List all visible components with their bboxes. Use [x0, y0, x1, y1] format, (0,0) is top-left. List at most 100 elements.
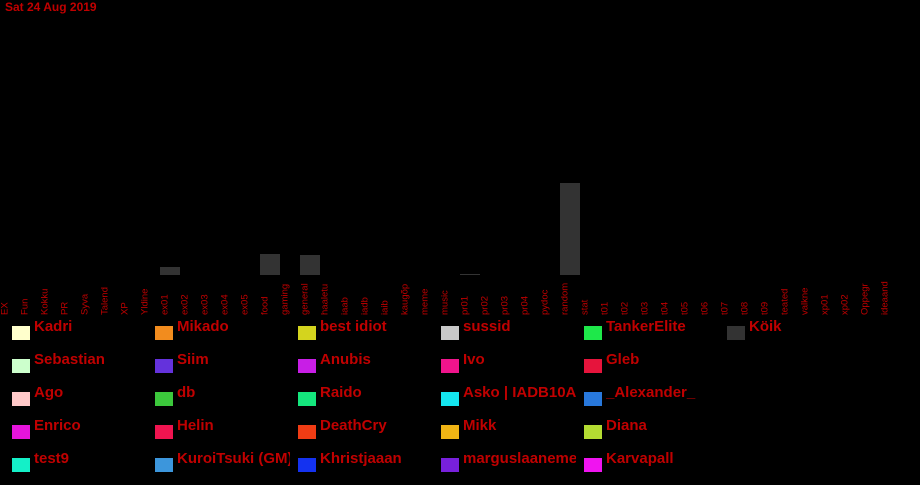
legend-label: db	[177, 384, 196, 401]
legend-label: Mikado	[177, 318, 229, 335]
bar-pr01	[460, 274, 480, 275]
legend-swatch	[155, 326, 173, 340]
legend-label: Anubis	[320, 351, 371, 368]
category-label-ex04: ex04	[220, 294, 231, 315]
bars-group	[160, 183, 580, 275]
legend-item: Helin	[155, 415, 294, 439]
legend-item: Mikado	[155, 316, 294, 340]
category-label-t07: t07	[720, 302, 731, 315]
legend-swatch	[298, 326, 316, 340]
legend-item: sussid	[441, 316, 580, 340]
legend-item: test9	[12, 448, 151, 472]
legend-label: Köik	[749, 318, 782, 335]
legend-swatch	[12, 458, 30, 472]
legend-swatch	[298, 359, 316, 373]
category-label-pr01: pr01	[460, 296, 471, 315]
legend-swatch	[12, 326, 30, 340]
category-label-pr04: pr04	[520, 296, 531, 315]
legend-swatch	[441, 359, 459, 373]
category-label-t05: t05	[680, 302, 691, 315]
legend-item: KuroiTsuki (GM)	[155, 448, 294, 472]
legend-item: Ivo	[441, 349, 580, 373]
legend-swatch	[441, 326, 459, 340]
category-label-syva: Syva	[80, 293, 91, 315]
category-label-general: general	[300, 283, 311, 315]
legend-item: Mikk	[441, 415, 580, 439]
legend-label: TankerElite	[606, 318, 686, 335]
category-label-talend: Talend	[100, 287, 111, 315]
category-label-ex: EX	[0, 302, 11, 315]
legend-item: best idiot	[298, 316, 437, 340]
category-label-teated: teated	[780, 289, 791, 315]
category-label-pr03: pr03	[500, 296, 511, 315]
legend-item: Khristjaaan	[298, 448, 437, 472]
bar-food	[260, 254, 280, 275]
legend-item: db	[155, 382, 294, 406]
legend-label: Siim	[177, 351, 209, 368]
category-label-yldine: Yldine	[140, 289, 151, 315]
legend-swatch	[298, 458, 316, 472]
legend-swatch	[155, 425, 173, 439]
legend-label: KuroiTsuki (GM)	[177, 450, 290, 467]
category-label-xp: XP	[120, 302, 131, 315]
bar-random	[560, 183, 580, 275]
legend-label: test9	[34, 450, 70, 467]
legend-swatch	[441, 458, 459, 472]
category-labels-group: EX Fun Kokku PR Syva Talend XP Yldine ex01 ex02 ex…	[0, 281, 891, 315]
legend-label: best idiot	[320, 318, 387, 335]
legend-label: Diana	[606, 417, 647, 434]
category-label-xp02: xp02	[840, 294, 851, 315]
category-label-t09: t09	[760, 302, 771, 315]
legend-item: Gleb	[584, 349, 723, 373]
category-label-t01: t01	[600, 302, 611, 315]
legend-item: _Alexander_	[584, 382, 723, 406]
legend-swatch	[155, 359, 173, 373]
category-label-t08: t08	[740, 302, 751, 315]
category-label-t03: t03	[640, 302, 651, 315]
bar-general	[300, 255, 320, 275]
legend-label: Helin	[177, 417, 214, 434]
bar-chart-plot: EX Fun Kokku PR Syva Talend XP Yldine ex01 ex02 ex…	[0, 183, 891, 315]
legend-item: marguslaanemets	[441, 448, 580, 472]
legend-swatch	[584, 425, 602, 439]
category-label-random: random	[560, 283, 571, 315]
legend-item: Enrico	[12, 415, 151, 439]
legend-label: Khristjaaan	[320, 450, 402, 467]
legend-swatch	[12, 359, 30, 373]
legend-label: Enrico	[34, 417, 81, 434]
legend-item: Köik	[727, 316, 866, 340]
legend-swatch	[12, 425, 30, 439]
legend: Kadri Mikado best idiot sussid TankerElite Kö…	[0, 316, 920, 485]
legend-swatch	[584, 326, 602, 340]
legend-swatch	[584, 359, 602, 373]
legend-swatch	[441, 392, 459, 406]
legend-swatch	[155, 458, 173, 472]
legend-item: Siim	[155, 349, 294, 373]
legend-label: Mikk	[463, 417, 497, 434]
category-label-meme: meme	[420, 289, 431, 315]
category-label-xp01: xp01	[820, 294, 831, 315]
legend-item: Ago	[12, 382, 151, 406]
category-label-iaab: iaab	[340, 297, 351, 315]
category-label-ideaand: ideaand	[880, 281, 891, 315]
legend-label: Ago	[34, 384, 64, 401]
legend-item: TankerElite	[584, 316, 723, 340]
category-label-kokku: Kokku	[40, 289, 51, 315]
legend-label: Ivo	[463, 351, 485, 368]
legend-swatch	[441, 425, 459, 439]
legend-item: Kadri	[12, 316, 151, 340]
legend-label: DeathCry	[320, 417, 387, 434]
legend-label: Gleb	[606, 351, 640, 368]
category-label-fun: Fun	[20, 299, 31, 315]
category-label-pr: PR	[60, 302, 71, 315]
legend-label: Asko | IADB10A	[463, 384, 576, 401]
category-label-iaib: iaib	[380, 300, 391, 315]
legend-item: Sebastian	[12, 349, 151, 373]
legend-label: Karvapall	[606, 450, 674, 467]
legend-swatch	[584, 392, 602, 406]
category-label-t06: t06	[700, 302, 711, 315]
category-label-pydoc: pydoc	[540, 289, 551, 315]
category-label-haaletu: haaletu	[320, 284, 331, 315]
legend-item: Raido	[298, 382, 437, 406]
category-label-t04: t04	[660, 302, 671, 315]
